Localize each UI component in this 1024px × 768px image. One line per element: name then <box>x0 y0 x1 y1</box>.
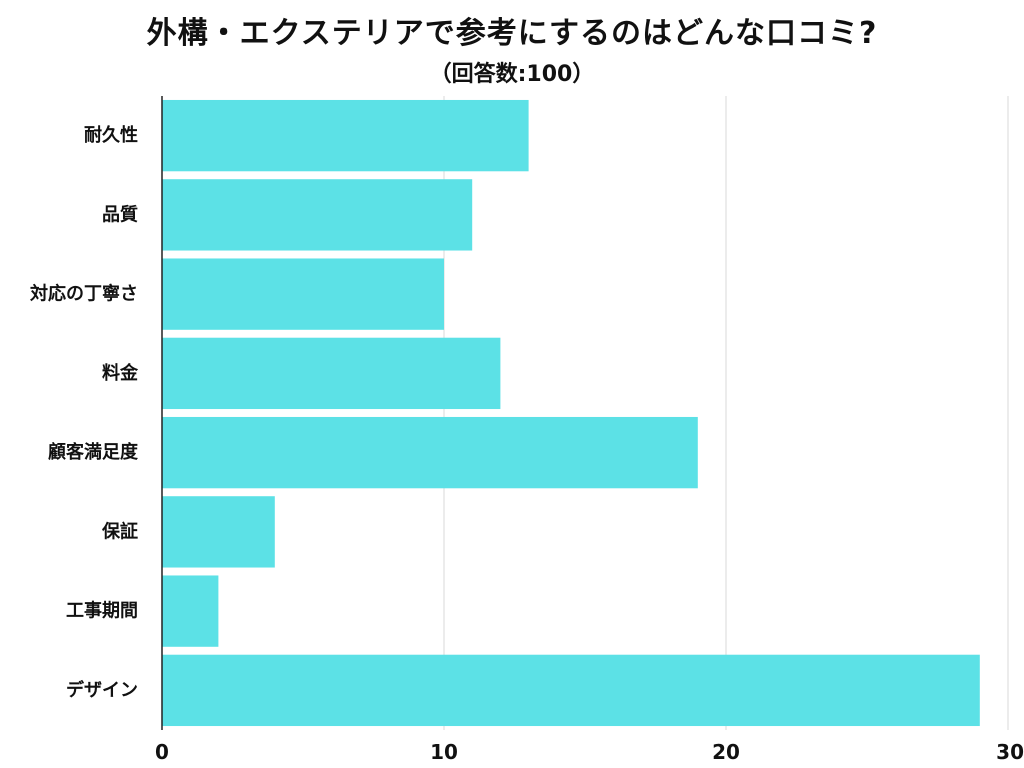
bar <box>162 99 529 172</box>
chart-title: 外構・エクステリアで参考にするのはどんな口コミ? <box>146 16 878 51</box>
chart-subtitle: （回答数:100） <box>429 62 595 87</box>
x-tick-label: 10 <box>430 740 458 764</box>
bar <box>162 179 473 251</box>
bar <box>162 258 444 330</box>
bar <box>162 496 275 568</box>
bar <box>162 654 980 727</box>
x-tick-label: 0 <box>155 740 169 764</box>
category-label: 保証 <box>101 520 138 542</box>
category-label: 顧客満足度 <box>48 441 139 463</box>
x-tick-label: 20 <box>712 740 740 764</box>
grid-lines <box>443 96 1009 730</box>
bar <box>162 575 219 647</box>
category-label: デザイン <box>66 679 138 701</box>
tick-labels: 0 10 20 30 <box>155 740 1024 764</box>
category-label: 耐久性 <box>84 124 138 146</box>
bar <box>162 337 501 410</box>
category-label: 工事期間 <box>66 600 138 622</box>
bar <box>162 416 698 489</box>
bars <box>162 99 980 727</box>
category-label: 品質 <box>102 203 138 225</box>
category-label: 対応の丁寧さ <box>29 283 138 305</box>
x-tick-label: 30 <box>996 740 1024 764</box>
category-label: 料金 <box>102 362 139 384</box>
